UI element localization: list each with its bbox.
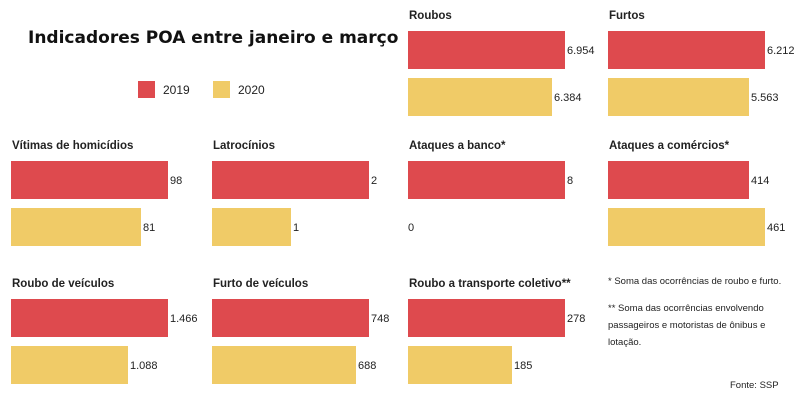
value-label-2020: 1 (293, 222, 299, 234)
bar-2020 (212, 208, 291, 246)
legend-label-2020: 2020 (238, 83, 265, 97)
bar-2019 (608, 31, 765, 69)
bar-2020 (408, 346, 512, 384)
value-label-2020: 0 (408, 222, 414, 234)
value-label-2020: 5.563 (751, 92, 779, 104)
value-label-2020: 1.088 (130, 360, 158, 372)
bar-2020 (608, 78, 749, 116)
chart-title: Indicadores POA entre janeiro e março (28, 28, 399, 48)
panel-title: Latrocínios (213, 140, 275, 152)
value-label-2020: 688 (358, 360, 376, 372)
footnote-2-line-2: passageiros e motoristas de ônibus e lot… (608, 320, 766, 348)
bar-2020 (408, 78, 552, 116)
value-label-2019: 1.466 (170, 313, 198, 325)
footnote-1: * Soma das ocorrências de roubo e furto. (608, 273, 781, 290)
value-label-2019: 8 (567, 175, 573, 187)
value-label-2020: 6.384 (554, 92, 582, 104)
panel-title: Ataques a banco* (409, 140, 506, 152)
bar-2019 (408, 31, 565, 69)
bar-2019 (11, 161, 168, 199)
panel-title: Furtos (609, 10, 645, 22)
panel-title: Vítimas de homicídios (12, 140, 133, 152)
legend-label-2019: 2019 (163, 83, 190, 97)
value-label-2019: 6.212 (767, 45, 795, 57)
panel-title: Ataques a comércios* (609, 140, 730, 152)
bar-2020 (212, 346, 356, 384)
bar-2019 (11, 299, 168, 337)
bar-2020 (11, 208, 141, 246)
legend-swatch-2020 (213, 81, 230, 98)
value-label-2019: 278 (567, 313, 585, 325)
legend-swatch-2019 (138, 81, 155, 98)
panel-title: Roubos (409, 10, 452, 22)
bar-2019 (408, 299, 565, 337)
value-label-2019: 748 (371, 313, 389, 325)
value-label-2019: 98 (170, 175, 182, 187)
footnote-1-text: * Soma das ocorrências de roubo e furto. (608, 276, 782, 287)
footnote-2-line-1: ** Soma das ocorrências envolvendo (608, 303, 764, 314)
value-label-2020: 81 (143, 222, 155, 234)
value-label-2020: 461 (767, 222, 785, 234)
bar-2019 (408, 161, 565, 199)
value-label-2019: 2 (371, 175, 377, 187)
bar-2020 (608, 208, 765, 246)
source-note: Fonte: SSP (730, 380, 779, 391)
value-label-2020: 185 (514, 360, 532, 372)
panel-title: Furto de veículos (213, 278, 308, 290)
panel-title: Roubo de veículos (12, 278, 114, 290)
footnote-2: ** Soma das ocorrências envolvendo passa… (608, 300, 800, 351)
value-label-2019: 414 (751, 175, 769, 187)
bar-2019 (212, 299, 369, 337)
bar-2019 (608, 161, 749, 199)
value-label-2019: 6.954 (567, 45, 595, 57)
panel-title: Roubo a transporte coletivo** (409, 278, 571, 290)
bar-2020 (11, 346, 128, 384)
bar-2019 (212, 161, 369, 199)
